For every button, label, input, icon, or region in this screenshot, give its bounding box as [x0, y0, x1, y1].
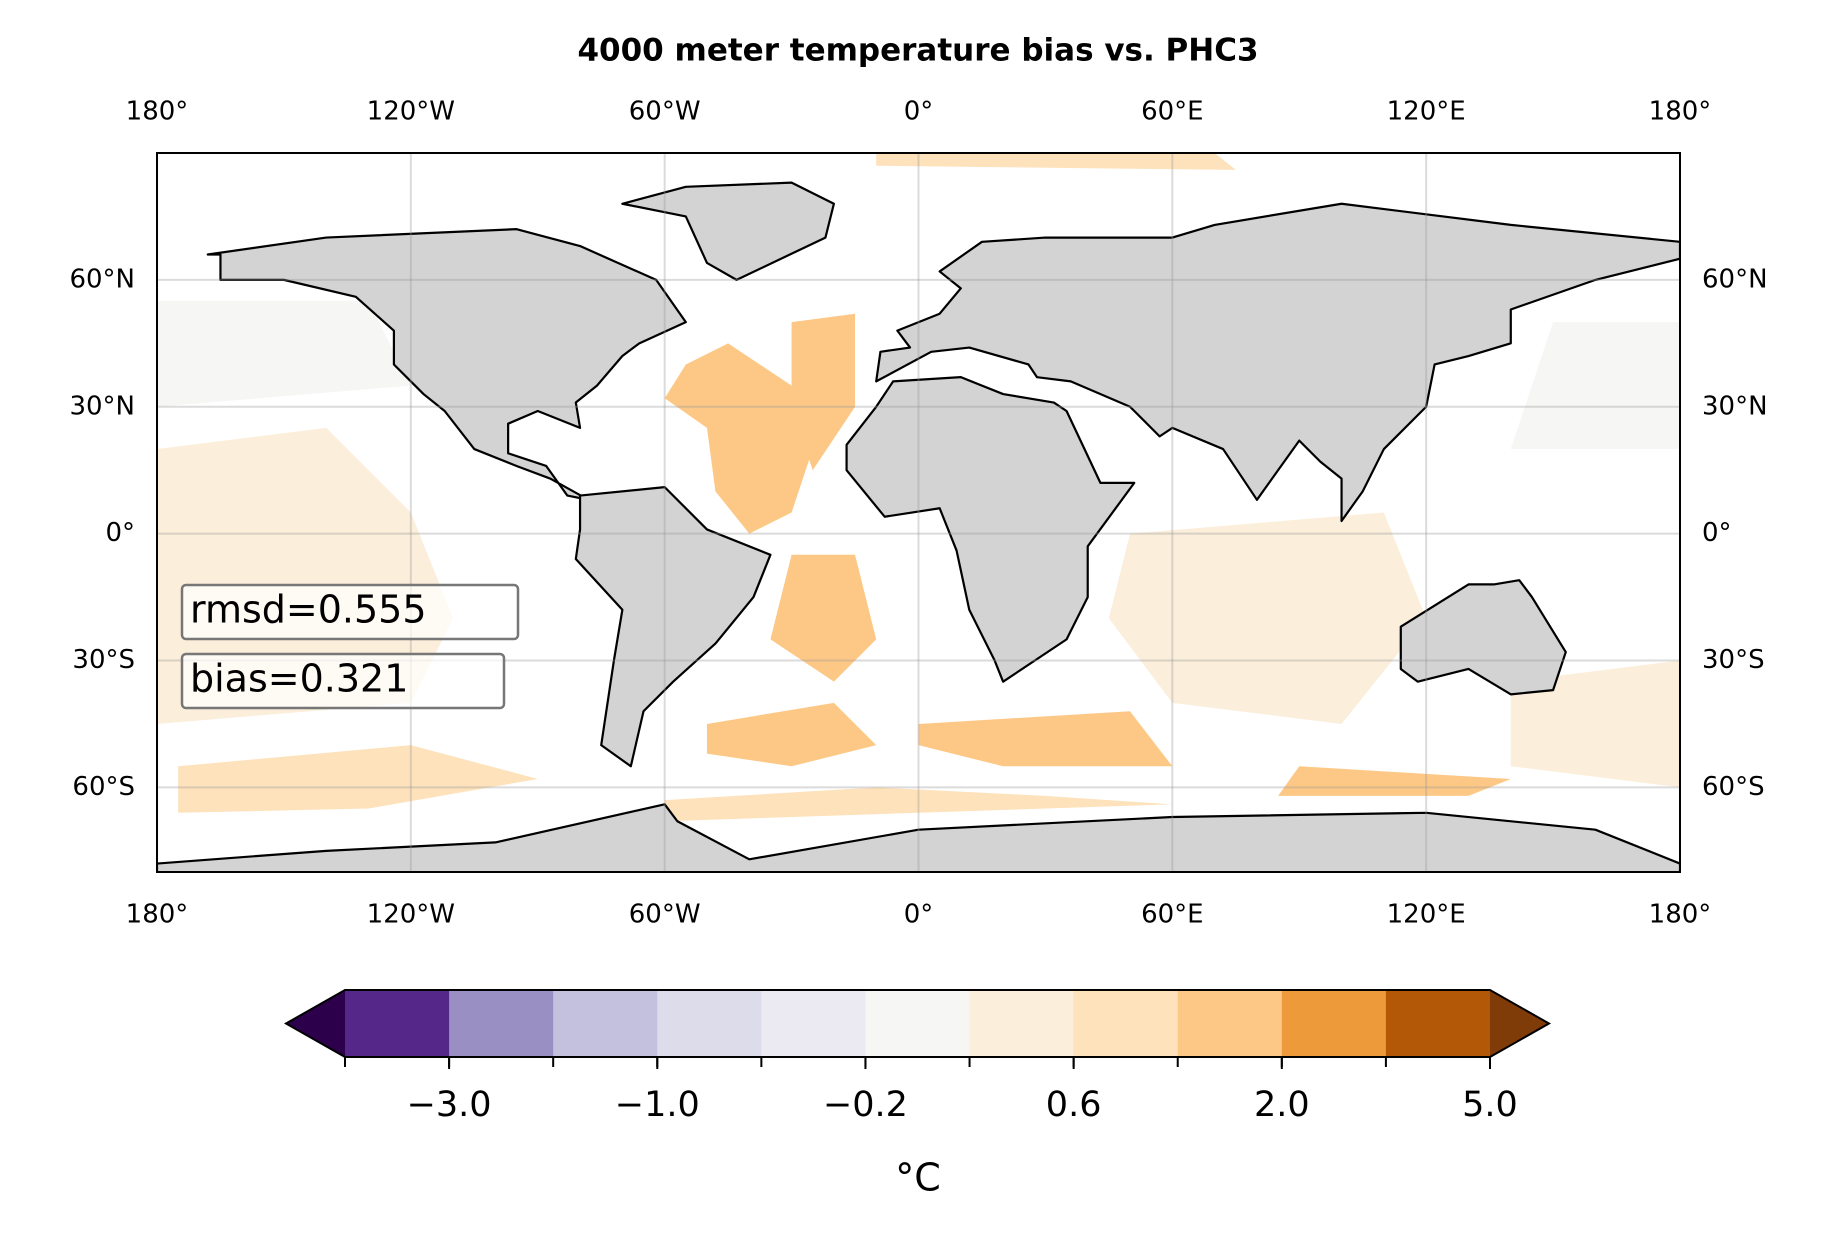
colorbar-segment — [969, 990, 1075, 1057]
field-patch — [1510, 660, 1680, 788]
field-patch — [876, 153, 1236, 170]
x-tick-label: 120°W — [367, 97, 455, 127]
x-tick-label: 60°E — [1141, 97, 1204, 127]
y-tick-label: 0° — [1702, 518, 1732, 548]
x-tick-label: 0° — [904, 97, 934, 127]
colorbar-tick-label: −3.0 — [407, 1085, 492, 1125]
field-patch — [157, 427, 454, 724]
annotation-box — [180, 652, 506, 710]
field-patch — [770, 554, 877, 682]
x-tick-label: 180° — [126, 97, 189, 127]
colorbar-tick-label: 0.6 — [1046, 1085, 1102, 1125]
land — [876, 204, 1680, 521]
field-patch — [664, 343, 813, 534]
y-tick-label: 30°N — [1702, 391, 1768, 421]
x-tick-label: 120°E — [1387, 900, 1466, 930]
map-frame — [156, 152, 1681, 873]
annotation-text: bias=0.321 — [190, 657, 408, 701]
colorbar-segment — [1385, 990, 1491, 1057]
colorbar-segment — [865, 990, 971, 1057]
x-tick-label: 60°W — [629, 900, 701, 930]
colorbar-segment — [1177, 990, 1283, 1057]
colorbar-segment — [449, 990, 554, 1057]
field-patch — [1108, 512, 1427, 724]
map-layer — [157, 153, 1680, 872]
annotation: rmsd=0.555 bias=0.321 — [180, 583, 520, 710]
y-tick-label: 60°S — [72, 772, 135, 802]
colorbar-tick-label: 5.0 — [1462, 1085, 1518, 1125]
field-patch — [918, 711, 1173, 767]
colorbar-segment — [1281, 990, 1387, 1057]
field-patch — [1278, 766, 1511, 796]
x-tick-label: 180° — [1649, 97, 1712, 127]
y-tick-label: 30°S — [1702, 645, 1765, 675]
map-area — [157, 153, 1680, 872]
x-tick-label: 120°E — [1387, 97, 1466, 127]
land — [622, 183, 834, 280]
x-tick-label: 60°W — [629, 97, 701, 127]
x-tick-label: 120°W — [367, 900, 455, 930]
colorbar-tick-label: 2.0 — [1254, 1085, 1310, 1125]
x-tick-label: 0° — [904, 900, 934, 930]
colorbar-tick-label: −1.0 — [615, 1085, 700, 1125]
colorbar-tick-label: −0.2 — [823, 1085, 908, 1125]
land — [576, 487, 771, 766]
annotation-box — [180, 583, 520, 641]
field-patch — [1510, 322, 1680, 450]
colorbar-segment — [761, 990, 866, 1057]
colorbar-segment — [1073, 990, 1179, 1057]
land — [847, 377, 1135, 682]
y-tick-label: 60°S — [1702, 772, 1765, 802]
land — [208, 229, 686, 500]
y-tick-label: 60°N — [1702, 264, 1768, 294]
y-tick-label: 0° — [105, 518, 135, 548]
field-patch — [706, 702, 877, 767]
field-patch — [178, 745, 538, 813]
colorbar-segment — [657, 990, 762, 1057]
colorbar-label: °C — [895, 1156, 941, 1200]
y-tick-label: 60°N — [69, 264, 135, 294]
x-tick-label: 180° — [126, 900, 189, 930]
x-tick-label: 180° — [1649, 900, 1712, 930]
field-patch — [157, 301, 411, 407]
colorbar-segment — [553, 990, 658, 1057]
colorbar-extend-max — [1490, 990, 1549, 1057]
field-patch — [791, 313, 856, 471]
x-tick-label: 60°E — [1141, 900, 1204, 930]
colorbar-segment — [345, 990, 450, 1057]
field-patch — [664, 787, 1173, 822]
y-tick-label: 30°S — [72, 645, 135, 675]
land — [1401, 580, 1566, 694]
y-tick-label: 30°N — [69, 391, 135, 421]
chart-title: 4000 meter temperature bias vs. PHC3 — [577, 33, 1258, 69]
annotation-text: rmsd=0.555 — [190, 588, 427, 632]
land — [157, 804, 1680, 872]
colorbar-extend-min — [286, 990, 345, 1057]
